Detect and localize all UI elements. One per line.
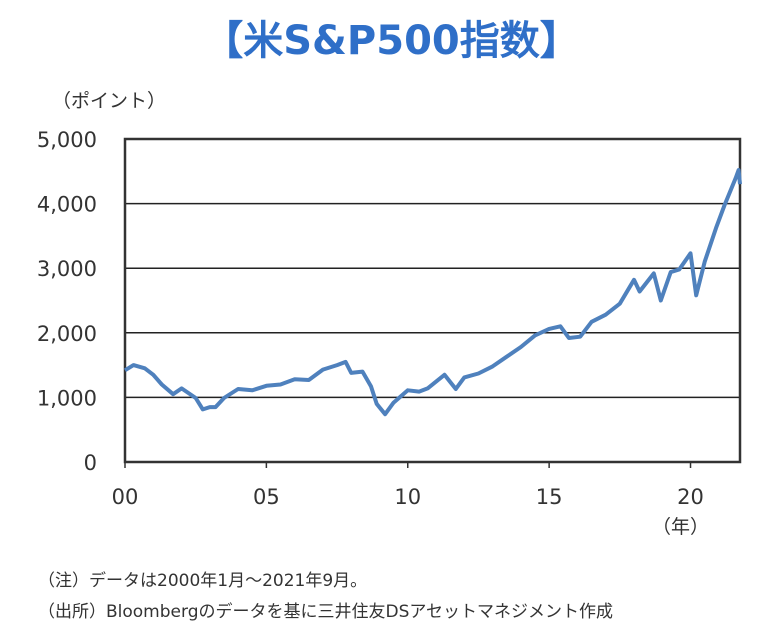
series-line-sp500 bbox=[123, 168, 742, 417]
x-tick-label: 05 bbox=[253, 485, 280, 509]
x-axis-unit: （年） bbox=[652, 516, 710, 538]
y-tick-label: 4,000 bbox=[37, 193, 97, 217]
source-text: （出所）Bloombergのデータを基に三井住友DSアセットマネジメント作成 bbox=[38, 602, 614, 622]
y-tick-label: 2,000 bbox=[37, 322, 97, 346]
note-text: （注）データは2000年1月～2021年9月。 bbox=[38, 571, 368, 591]
x-tick-label: 15 bbox=[536, 485, 563, 509]
y-tick-label: 1,000 bbox=[37, 386, 97, 410]
y-tick-label: 5,000 bbox=[37, 128, 97, 152]
y-tick-label: 0 bbox=[84, 451, 97, 475]
y-axis-unit: （ポイント） bbox=[52, 90, 167, 112]
x-tick-label: 10 bbox=[394, 485, 421, 509]
plot-frame bbox=[123, 137, 742, 464]
x-tick-label: 00 bbox=[112, 485, 139, 509]
x-tick-label: 20 bbox=[677, 485, 704, 509]
chart-title: 【米S&P500指数】 bbox=[203, 18, 580, 64]
y-tick-label: 3,000 bbox=[37, 257, 97, 281]
